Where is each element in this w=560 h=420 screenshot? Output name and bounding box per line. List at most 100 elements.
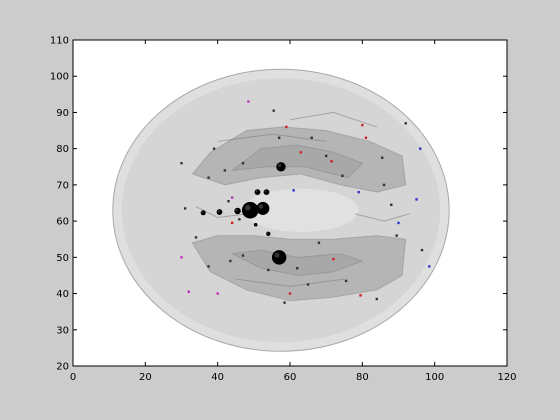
y-tick-label: 30 — [56, 325, 69, 336]
hub-node — [276, 162, 286, 172]
small-node-dark — [324, 154, 328, 158]
small-node-magenta — [187, 290, 190, 293]
x-tick-label: 0 — [70, 372, 76, 383]
y-tick-label: 100 — [50, 72, 69, 83]
small-node-magenta — [230, 196, 234, 199]
small-node-dark — [310, 136, 313, 139]
small-node-dark — [381, 156, 384, 159]
brain-sulcus-line — [195, 206, 247, 219]
y-tick-label: 20 — [56, 362, 69, 373]
small-node-dark — [194, 236, 198, 239]
brain-ventricle-region — [242, 188, 359, 232]
small-node-dark — [395, 234, 398, 237]
small-node-dark — [241, 254, 245, 257]
small-node-magenta — [216, 292, 219, 295]
brain-fold-lower — [191, 235, 407, 302]
brain-sulcus-line — [289, 111, 377, 128]
x-axis: 0 20 40 60 80 100 120 — [70, 40, 517, 383]
brain-sulcus-line — [217, 133, 327, 142]
small-node-dark — [382, 183, 386, 187]
small-node-red — [285, 125, 288, 129]
hub-node-highlight — [264, 190, 267, 193]
y-axis: 20 30 40 50 60 70 80 90 100 110 — [50, 36, 507, 373]
y-tick-label: 60 — [56, 217, 69, 228]
hub-node-highlight — [217, 210, 220, 213]
small-node-magenta — [247, 100, 250, 103]
small-node-dark — [344, 279, 348, 283]
x-tick-label: 120 — [497, 372, 516, 383]
small-node-dark — [183, 207, 187, 210]
small-node-dark — [207, 265, 210, 268]
small-node-blue — [397, 221, 400, 225]
hub-node — [263, 189, 270, 196]
hub-node-highlight — [255, 190, 258, 193]
small-node-dark — [272, 109, 275, 112]
small-node-dark — [404, 122, 407, 125]
small-node-dark — [283, 301, 286, 304]
hub-node — [234, 207, 241, 215]
y-tick-label: 90 — [56, 108, 69, 119]
small-node-red — [230, 221, 234, 225]
hub-node-highlight — [254, 223, 256, 225]
brain-sulcus-line — [354, 213, 410, 222]
hub-node-highlight — [244, 204, 251, 211]
x-tick-label: 80 — [356, 372, 369, 383]
brain-fold-lower-inner — [231, 249, 363, 276]
small-node-dark — [306, 283, 310, 286]
x-tick-label: 40 — [211, 372, 224, 383]
hub-node — [256, 201, 270, 215]
small-node-dark — [229, 259, 232, 263]
small-node-dark — [207, 176, 210, 179]
y-tick-label: 110 — [50, 36, 69, 47]
x-tick-label: 60 — [284, 372, 297, 383]
x-tick-label: 20 — [139, 372, 152, 383]
small-node-dark — [341, 174, 344, 178]
small-node-dark — [420, 248, 424, 252]
small-node-red — [332, 257, 335, 261]
hub-node-highlight — [235, 208, 238, 212]
small-node-dark — [277, 136, 281, 139]
brain-surface-rendering — [112, 68, 450, 352]
small-node-dark — [390, 203, 393, 207]
small-node-red — [330, 160, 333, 163]
hub-node-highlight — [201, 211, 204, 213]
y-tick-label: 40 — [56, 289, 69, 300]
small-node-dark — [296, 267, 299, 270]
brain-fold-upper — [191, 126, 407, 193]
large-nodes-layer — [200, 162, 287, 265]
small-node-blue — [292, 189, 295, 192]
hub-node — [200, 210, 206, 216]
small-node-red — [359, 294, 362, 297]
small-node-dark — [180, 161, 183, 165]
small-node-red — [364, 136, 368, 139]
small-node-dark — [223, 169, 227, 172]
small-node-dark — [317, 241, 321, 245]
y-tick-label: 50 — [56, 253, 69, 264]
small-node-red — [299, 151, 303, 154]
x-tick-label: 100 — [425, 372, 444, 383]
small-node-magenta — [180, 256, 183, 259]
small-node-dark — [238, 218, 241, 221]
hub-node-highlight — [266, 232, 269, 234]
hub-node-highlight — [277, 163, 282, 168]
small-node-blue — [415, 198, 418, 201]
small-node-red — [361, 123, 364, 127]
small-node-dark — [267, 268, 270, 272]
small-node-dark — [241, 161, 245, 165]
small-node-dark — [212, 147, 216, 150]
hub-node — [241, 201, 259, 219]
hub-node — [253, 222, 258, 227]
y-tick-label: 80 — [56, 144, 69, 155]
small-node-dark — [375, 297, 378, 301]
small-nodes-layer — [180, 100, 431, 304]
small-node-blue — [357, 190, 360, 194]
hub-node — [266, 231, 271, 236]
small-node-blue — [428, 265, 431, 268]
hub-node — [271, 250, 287, 265]
small-node-dark — [227, 199, 230, 203]
brain-sulcus-line — [235, 278, 345, 287]
hub-node — [254, 189, 261, 196]
hub-node-highlight — [258, 204, 264, 209]
hub-node — [216, 209, 223, 215]
